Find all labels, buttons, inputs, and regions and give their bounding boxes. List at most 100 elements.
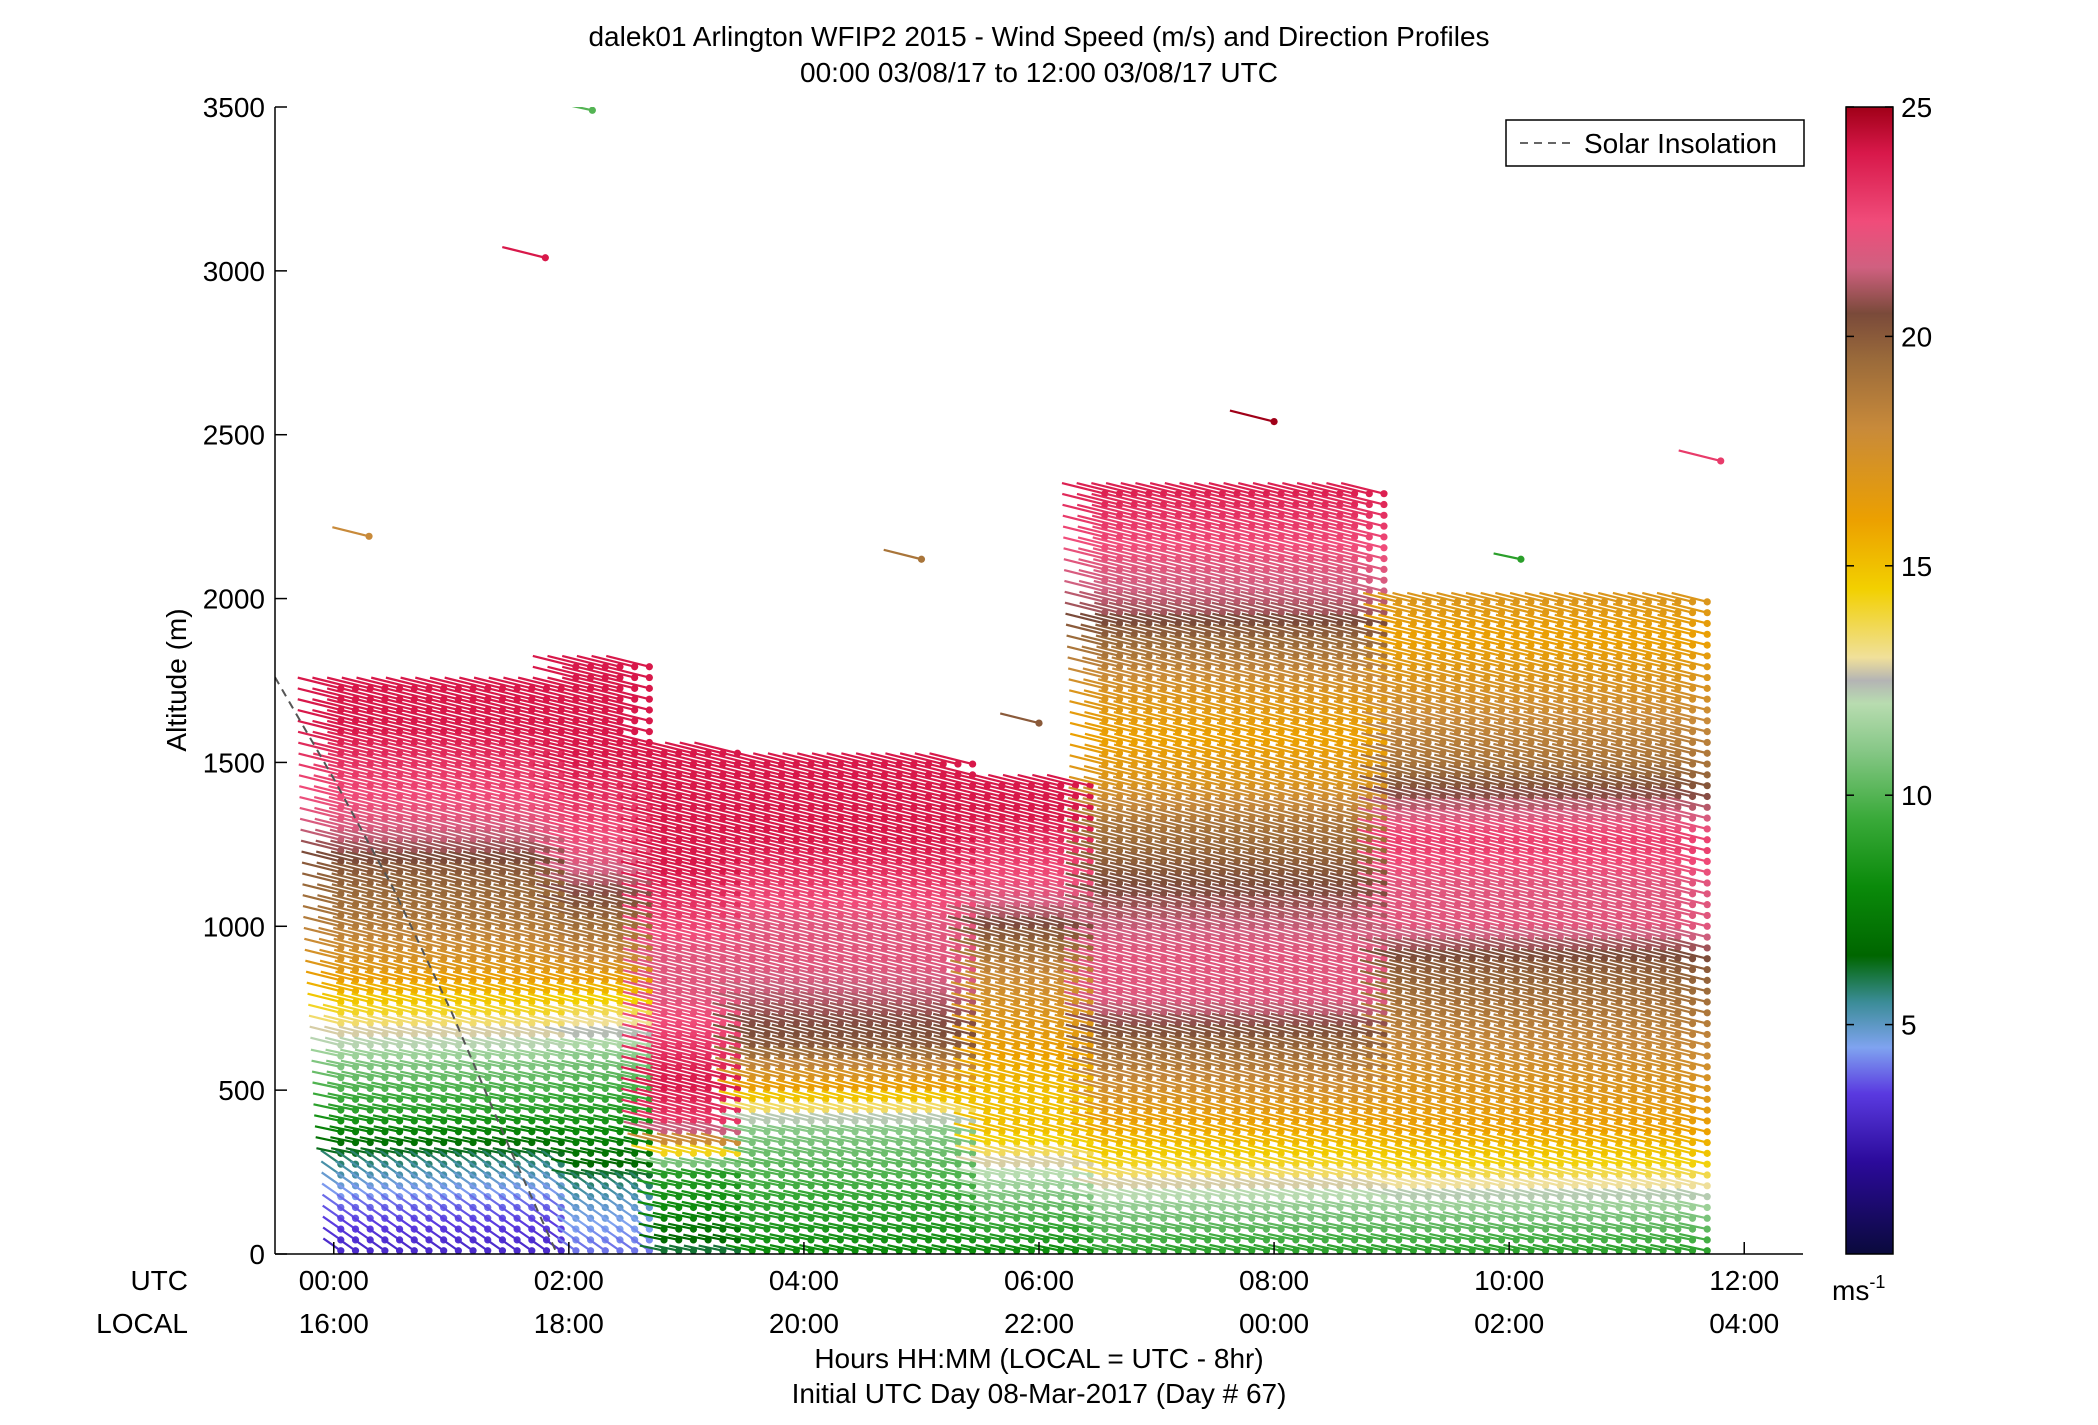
wind-barb-dot bbox=[454, 998, 462, 1006]
wind-barb-dot bbox=[410, 825, 418, 833]
wind-barb-shaft bbox=[341, 698, 386, 712]
wind-barb-dot bbox=[395, 803, 404, 811]
wind-barb-shaft bbox=[301, 872, 342, 885]
wind-barb-dot bbox=[381, 1020, 389, 1028]
wind-barb-dot bbox=[440, 911, 448, 920]
wind-barb-shaft bbox=[442, 1048, 474, 1058]
wind-barb-shaft bbox=[326, 698, 371, 712]
wind-barb-shaft bbox=[484, 1226, 504, 1241]
wind-barb-dot bbox=[440, 1020, 448, 1028]
wind-barb-dot bbox=[425, 879, 433, 887]
wind-barb-shaft bbox=[432, 817, 474, 831]
wind-barb-shaft bbox=[432, 1125, 459, 1133]
wind-barb-shaft bbox=[450, 915, 489, 928]
wind-barb-dot bbox=[601, 1247, 609, 1254]
wind-barb-shaft bbox=[445, 774, 489, 787]
wind-barb-dot bbox=[484, 782, 492, 790]
wind-barb-shaft bbox=[386, 763, 430, 776]
wind-barb-dot bbox=[425, 728, 433, 736]
wind-barb-shaft bbox=[372, 785, 415, 798]
wind-barb-shaft bbox=[343, 1114, 371, 1123]
wind-barb-shaft bbox=[405, 904, 444, 917]
wind-barb-dot bbox=[381, 1030, 389, 1039]
wind-barb-dot bbox=[366, 717, 374, 725]
wind-barb-dot bbox=[395, 749, 404, 757]
wind-barb-shaft bbox=[313, 763, 356, 776]
wind-barb-shaft bbox=[312, 676, 356, 690]
wind-barb-shaft bbox=[315, 828, 356, 841]
wind-barb-dot bbox=[469, 706, 477, 714]
wind-barb-dot bbox=[337, 717, 345, 725]
wind-barb-shaft bbox=[327, 730, 371, 744]
wind-barb-shaft bbox=[352, 1014, 386, 1025]
wind-barb-shaft bbox=[386, 752, 430, 766]
wind-barb-shaft bbox=[353, 1025, 386, 1036]
wind-barb-dot bbox=[440, 814, 448, 822]
wind-barb-dot bbox=[469, 955, 477, 963]
wind-barb-dot bbox=[484, 933, 492, 941]
wind-barb-dot bbox=[645, 695, 653, 703]
wind-barb-shaft bbox=[326, 709, 371, 722]
wind-barb-shaft bbox=[448, 872, 489, 885]
wind-barb-shaft bbox=[328, 806, 371, 820]
wind-barb-shaft bbox=[336, 1204, 357, 1220]
wind-barb-dot bbox=[395, 998, 404, 1006]
wind-barb-dot bbox=[498, 738, 507, 747]
wind-barb-shaft bbox=[402, 817, 444, 831]
wind-barb-shaft bbox=[337, 1003, 371, 1014]
wind-barb-shaft bbox=[429, 709, 474, 722]
wind-barb-dot bbox=[498, 836, 507, 844]
wind-barb-dot bbox=[454, 760, 462, 768]
wind-barb-dot bbox=[498, 717, 507, 725]
wind-barb-shaft bbox=[366, 1204, 386, 1220]
wind-barb-dot bbox=[410, 782, 418, 790]
wind-barb-shaft bbox=[364, 970, 400, 982]
wind-barb-dot bbox=[484, 749, 492, 757]
wind-barb-shaft bbox=[360, 1147, 386, 1155]
wind-barb-shaft bbox=[424, 1204, 445, 1220]
wind-barb-dot bbox=[351, 825, 360, 833]
wind-barb-shaft bbox=[415, 676, 459, 690]
wind-barb-dot bbox=[410, 1030, 418, 1039]
wind-barb-shaft bbox=[385, 730, 430, 744]
wind-barb-shaft bbox=[416, 1114, 444, 1123]
wind-barb-shaft bbox=[297, 698, 342, 712]
wind-barb-dot bbox=[337, 738, 345, 747]
wind-barb-dot bbox=[469, 760, 477, 768]
wind-barb-dot bbox=[498, 857, 507, 865]
wind-barb-dot bbox=[469, 1020, 477, 1028]
wind-barb-dot bbox=[381, 1009, 389, 1017]
wind-barb-dot bbox=[425, 684, 433, 692]
wind-barb-shaft bbox=[341, 709, 386, 722]
wind-barb-shaft bbox=[370, 1059, 400, 1068]
wind-barb-shaft bbox=[342, 763, 386, 776]
wind-barb-shaft bbox=[381, 1226, 401, 1241]
wind-barb-dot bbox=[381, 749, 389, 757]
wind-barb-dot bbox=[351, 922, 360, 930]
wind-barb-shaft bbox=[395, 1204, 415, 1220]
wind-barb-shaft bbox=[341, 1070, 371, 1079]
wind-barb-shaft bbox=[313, 1114, 342, 1123]
wind-barb-dot bbox=[469, 944, 477, 952]
wind-barb-shaft bbox=[434, 894, 474, 906]
wind-barb-shaft bbox=[430, 730, 474, 744]
wind-barb-shaft bbox=[447, 828, 489, 841]
wind-barb-shaft bbox=[356, 709, 400, 722]
wind-barb-shaft bbox=[346, 883, 386, 895]
wind-barb-shaft bbox=[449, 894, 489, 906]
wind-barb-dot bbox=[454, 803, 462, 811]
wind-barb-dot bbox=[425, 846, 433, 855]
wind-barb-dot bbox=[454, 890, 462, 898]
wind-barb-dot bbox=[469, 846, 477, 855]
wind-barb-shaft bbox=[395, 1215, 415, 1230]
wind-barb-dot bbox=[469, 922, 477, 930]
wind-barb-shaft bbox=[328, 774, 371, 787]
wind-barb-dot bbox=[381, 695, 389, 703]
wind-barb-dot bbox=[425, 933, 433, 941]
wind-barb-shaft bbox=[357, 752, 400, 766]
wind-barb-shaft bbox=[419, 1147, 444, 1155]
wind-barb-shaft bbox=[341, 719, 386, 733]
wind-barb-dot bbox=[454, 814, 462, 822]
wind-barb-shaft bbox=[461, 828, 503, 841]
wind-barb-dot bbox=[395, 1020, 404, 1028]
